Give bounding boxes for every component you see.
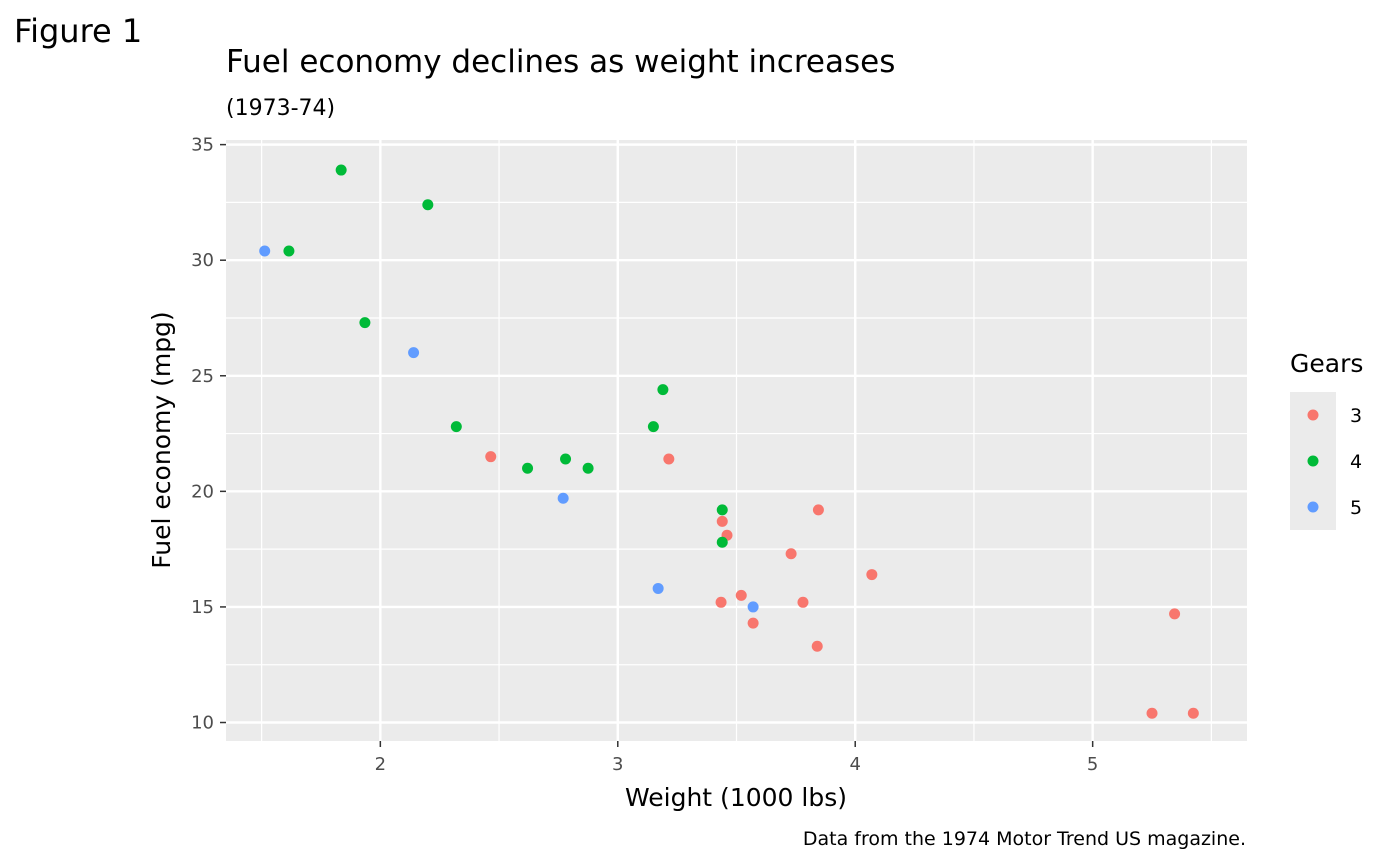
y-tick-label: 15 — [191, 597, 214, 618]
data-point-gear-4 — [582, 462, 594, 474]
chart-caption: Data from the 1974 Motor Trend US magazi… — [803, 828, 1246, 850]
data-point-gear-4 — [716, 536, 728, 548]
data-point-gear-3 — [735, 589, 747, 601]
data-point-gear-3 — [812, 504, 824, 516]
y-axis-title: Fuel economy (mpg) — [147, 311, 176, 568]
data-point-gear-5 — [747, 601, 759, 613]
legend-label-gear-3: 3 — [1350, 405, 1362, 427]
legend-key-gear-4 — [1307, 455, 1319, 467]
data-point-gear-4 — [283, 245, 295, 257]
y-tick-label: 35 — [191, 135, 214, 156]
data-point-gear-4 — [647, 421, 659, 433]
data-point-gear-3 — [1146, 707, 1158, 719]
data-point-gear-4 — [657, 384, 669, 396]
data-point-gear-3 — [485, 451, 497, 463]
y-tick-label: 20 — [191, 481, 214, 502]
x-tick-label: 4 — [849, 754, 860, 775]
data-point-gear-3 — [1169, 608, 1181, 620]
legend-title: Gears — [1290, 349, 1363, 378]
data-point-gear-4 — [716, 504, 728, 516]
y-tick-label: 10 — [191, 713, 214, 734]
data-points — [259, 164, 1199, 719]
axes: 2 3 4 5 10 15 20 25 30 35 — [191, 135, 1098, 775]
data-point-gear-4 — [422, 199, 434, 211]
data-point-gear-3 — [716, 515, 728, 527]
data-point-gear-4 — [560, 453, 572, 465]
grid-lines — [226, 140, 1247, 741]
data-point-gear-5 — [652, 582, 664, 594]
data-point-gear-5 — [259, 245, 271, 257]
legend: 3 4 5 — [1307, 405, 1362, 519]
data-point-gear-4 — [359, 317, 371, 329]
x-tick-label: 3 — [612, 754, 623, 775]
data-point-gear-4 — [522, 462, 534, 474]
y-tick-label: 25 — [191, 366, 214, 387]
data-point-gear-3 — [747, 617, 759, 629]
legend-key-gear-5 — [1307, 501, 1319, 513]
data-point-gear-3 — [715, 596, 727, 608]
data-point-gear-3 — [811, 640, 823, 652]
data-point-gear-3 — [785, 548, 797, 560]
legend-label-gear-4: 4 — [1350, 451, 1362, 473]
data-point-gear-5 — [557, 492, 569, 504]
chart-title: Fuel economy declines as weight increase… — [226, 44, 895, 80]
data-point-gear-4 — [335, 164, 347, 176]
x-tick-label: 2 — [375, 754, 386, 775]
legend-key-gear-3 — [1307, 409, 1319, 421]
data-point-gear-5 — [408, 347, 420, 359]
figure-label: Figure 1 — [14, 12, 143, 50]
data-point-gear-3 — [663, 453, 675, 465]
data-point-gear-3 — [866, 569, 878, 581]
chart-subtitle: (1973-74) — [226, 96, 335, 121]
data-point-gear-3 — [1187, 707, 1199, 719]
x-tick-label: 5 — [1087, 754, 1098, 775]
x-axis-title: Weight (1000 lbs) — [625, 783, 847, 812]
data-point-gear-4 — [450, 421, 462, 433]
legend-label-gear-5: 5 — [1350, 497, 1362, 519]
data-point-gear-3 — [797, 596, 809, 608]
y-tick-label: 30 — [191, 250, 214, 271]
